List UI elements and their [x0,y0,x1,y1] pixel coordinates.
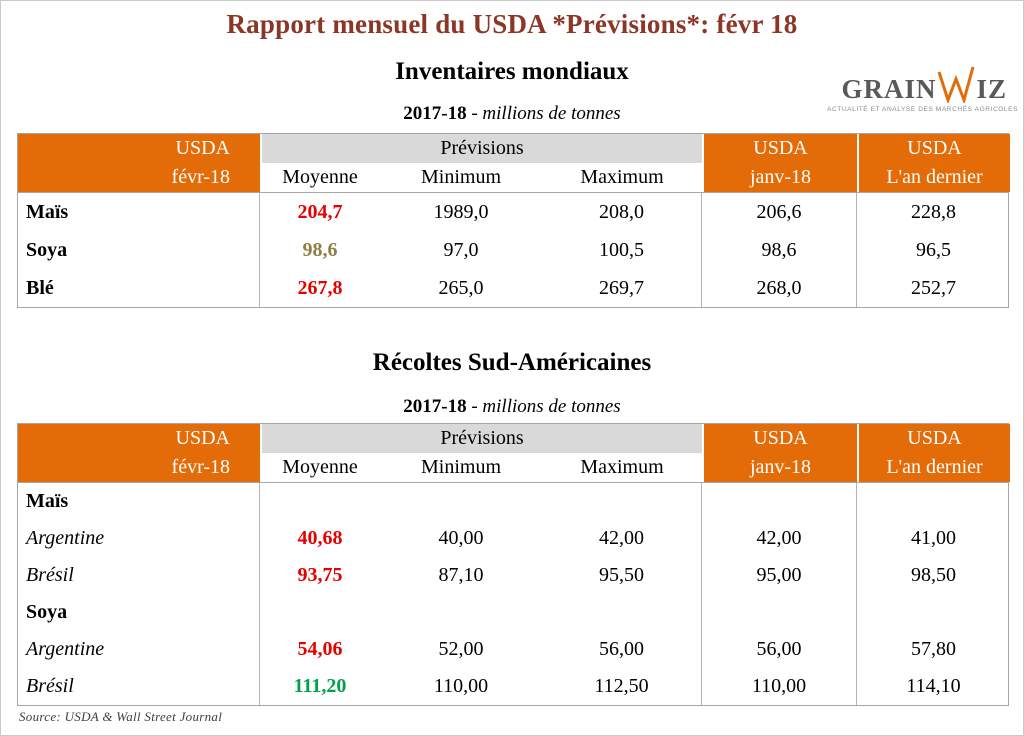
column-header-minimum: Minimum [380,163,542,192]
grainwiz-wordmark: GRAIN IZ [827,65,1007,103]
table-cell: 228,8 [911,200,956,223]
column-header-usda-dernier: USDA L'an dernier [857,134,1010,192]
table1-header: USDA févr-18 Prévisions Moyenne Minimum … [18,134,1010,193]
column-header-usda-dernier: USDA L'an dernier [857,424,1010,482]
table2-body: Maïs Argentine 40,68 40,00 42,00 42,00 4… [18,483,1008,705]
column-header-previsions: Prévisions [260,134,702,163]
row-label: Brésil [18,668,260,705]
column-header-usda-janv: USDA janv-18 [702,424,857,482]
row-label: Soya [18,231,260,269]
table-cell [380,483,542,520]
table1-subtitle-units: - millions de tonnes [466,103,621,124]
section-row-label: Soya [18,594,260,631]
table-cell [260,483,380,520]
table-cell: 52,00 [438,638,484,660]
table-cell: 1989,0 [433,200,489,223]
table-cell: 112,50 [542,668,702,705]
table-cell [380,594,542,631]
row-label: Maïs [18,193,260,231]
table-cell: 110,00 [433,675,489,697]
table-cell: 268,0 [702,269,857,307]
table1-body: Maïs 204,7 1989,0 208,0 206,6 228,8 Soya… [18,193,1008,307]
table-cell [857,594,1010,631]
table-cell: 208,0 [542,193,702,231]
table-cell: 265,0 [438,276,484,299]
table-cell: 252,7 [911,276,956,299]
row-label: Argentine [18,631,260,668]
table-cell [702,483,857,520]
table2-header: USDA févr-18 Prévisions Moyenne Minimum … [18,424,1010,483]
table-cell: 100,5 [542,231,702,269]
logo-text-iz: IZ [976,74,1007,104]
table1-subtitle: 2017-18 - millions de tonnes [1,103,1023,125]
table-cell [857,483,1010,520]
column-header-moyenne: Moyenne [260,453,380,482]
logo-text-grain: GRAIN [841,74,937,104]
column-header-maximum: Maximum [542,163,702,192]
table-cell: 95,50 [542,557,702,594]
table-cell: 57,80 [911,638,956,660]
table-cell: 40,68 [297,527,343,549]
table-cell [260,594,380,631]
table-cell: 41,00 [911,527,956,549]
column-header-minimum: Minimum [380,453,542,482]
table-cell: 56,00 [702,631,857,668]
table-cell: 96,5 [916,238,951,261]
logo-tagline: ACTUALITÉ ET ANALYSE DES MARCHÉS AGRICOL… [827,106,1019,113]
table-cell [542,594,702,631]
table-cell: 95,00 [702,557,857,594]
column-header-maximum: Maximum [542,453,702,482]
table-cell: 93,75 [297,564,343,586]
table-cell: 56,00 [542,631,702,668]
south-american-harvests-table: USDA févr-18 Prévisions Moyenne Minimum … [17,423,1010,706]
table-cell: 87,10 [438,564,484,586]
table-cell: 111,20 [293,675,347,697]
table-cell: 98,6 [702,231,857,269]
table-cell: 269,7 [542,269,702,307]
table-cell: 54,06 [297,638,343,660]
table1-title: Inventaires mondiaux [395,58,629,85]
table-cell: 98,6 [302,238,338,261]
table-cell: 110,00 [702,668,857,705]
table-cell: 206,6 [702,193,857,231]
table-cell: 98,50 [911,564,956,586]
column-header-moyenne: Moyenne [260,163,380,192]
world-inventories-table: USDA févr-18 Prévisions Moyenne Minimum … [17,133,1010,308]
table-cell: 267,8 [297,276,343,299]
column-header-usda-janv: USDA janv-18 [702,134,857,192]
table2-title: Récoltes Sud-Américaines [372,349,652,376]
row-label: Brésil [18,557,260,594]
section-row-label: Maïs [18,483,260,520]
table-cell: 42,00 [542,520,702,557]
grainwiz-logo: GRAIN IZ ACTUALITÉ ET ANALYSE DES MARCHÉ… [827,65,1019,113]
table-cell: 204,7 [297,200,343,223]
table2-subtitle-units: - millions de tonnes [466,396,621,417]
table-cell: 97,0 [443,238,479,261]
column-header-previsions: Prévisions [260,424,702,453]
source-note: Source: USDA & Wall Street Journal [19,709,223,724]
table-cell: 40,00 [438,527,484,549]
page-title: Rapport mensuel du USDA *Prévisions*: fé… [226,9,798,39]
column-header-usda-fevr: USDA févr-18 [18,134,260,192]
table-cell [542,483,702,520]
table-cell: 42,00 [702,520,857,557]
table2-subtitle-year: 2017-18 [403,396,467,417]
row-label: Argentine [18,520,260,557]
table1-subtitle-year: 2017-18 [403,103,467,124]
row-label: Blé [18,269,260,307]
table-cell [702,594,857,631]
table-cell: 114,10 [906,675,961,697]
zigzag-w-icon [938,66,975,103]
table2-subtitle: 2017-18 - millions de tonnes [1,396,1023,418]
column-header-usda-fevr: USDA févr-18 [18,424,260,482]
